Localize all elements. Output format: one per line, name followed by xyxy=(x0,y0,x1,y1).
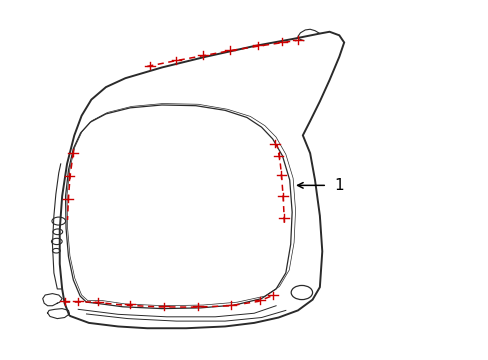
Text: 1: 1 xyxy=(334,178,344,193)
